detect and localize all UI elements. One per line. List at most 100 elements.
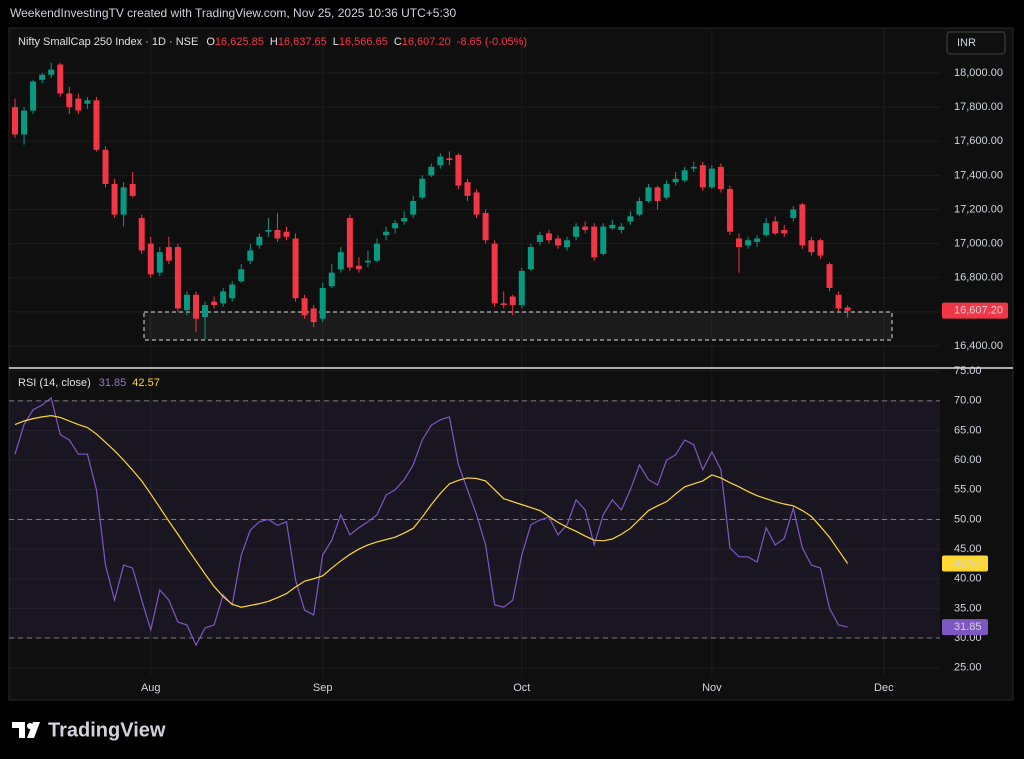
candle-body xyxy=(93,100,100,150)
candle-body xyxy=(428,166,435,176)
candle-body xyxy=(536,235,543,242)
candle-body xyxy=(21,110,28,135)
candle-body xyxy=(527,247,534,270)
x-tick-label: Sep xyxy=(313,682,333,694)
candle-body xyxy=(509,296,516,306)
candle-body xyxy=(799,204,806,246)
candle-body xyxy=(147,243,154,275)
candle-body xyxy=(39,74,46,80)
y-tick-label: 50.00 xyxy=(954,513,982,525)
currency[interactable]: INR xyxy=(957,37,976,49)
candle-body xyxy=(717,166,724,190)
candle-body xyxy=(555,238,561,246)
candle-body xyxy=(301,298,308,316)
ohlc-value: 16,625.85 xyxy=(215,36,264,48)
candle-body xyxy=(138,218,145,251)
candle-body xyxy=(265,229,272,232)
ohlc-value: 16,607.20 xyxy=(402,36,451,48)
rsi-line xyxy=(14,396,848,647)
candle-body xyxy=(337,252,344,270)
candle-body xyxy=(392,223,399,229)
y-tick-label: 17,600.00 xyxy=(954,135,1003,147)
candle-body xyxy=(120,187,127,215)
candle-body xyxy=(690,166,697,169)
candle-body xyxy=(211,301,218,306)
candle-body xyxy=(283,231,290,237)
candle-body xyxy=(708,168,715,188)
candle-body xyxy=(482,212,489,241)
candle-body xyxy=(618,226,625,230)
y-tick-label: 17,400.00 xyxy=(954,169,1003,181)
ohlc-key: O xyxy=(206,36,215,48)
y-tick-label: 45.00 xyxy=(954,543,982,555)
candle-body xyxy=(627,216,634,222)
candle-body xyxy=(75,98,82,111)
drawing-rectangle[interactable] xyxy=(143,311,893,341)
candle-body xyxy=(681,170,688,181)
candle-body xyxy=(726,189,733,232)
candle-body xyxy=(256,236,263,246)
candle-body xyxy=(500,303,507,306)
candle-body xyxy=(247,250,254,261)
candle-body xyxy=(672,178,679,183)
candle-body xyxy=(763,223,770,236)
candle-body xyxy=(111,183,118,215)
candle-body xyxy=(491,243,498,304)
candle-body xyxy=(165,247,172,261)
candle-body xyxy=(844,307,851,311)
candle-body xyxy=(30,81,37,111)
change: -8.65 (-0.05%) xyxy=(457,36,527,48)
y-tick-label: 16,400.00 xyxy=(954,340,1003,352)
ohlc-key: H xyxy=(270,36,278,48)
candle-body xyxy=(591,226,598,258)
candle-body xyxy=(310,308,317,323)
candle-body xyxy=(582,226,589,230)
logo: TradingView xyxy=(12,719,166,741)
candle-body xyxy=(545,233,552,241)
brand: TradingView xyxy=(48,719,166,741)
ohlc-key: L xyxy=(333,36,339,48)
x-tick-label: Aug xyxy=(141,682,161,694)
candle-body xyxy=(102,149,109,184)
candle-body xyxy=(564,240,571,248)
y-tick-label: 40.00 xyxy=(954,573,982,585)
rsi-value: 31.85 xyxy=(99,377,127,389)
candle-body xyxy=(446,158,453,161)
last-value-label: 42.57 xyxy=(954,557,982,569)
candle-body xyxy=(129,183,136,196)
y-tick-label: 17,000.00 xyxy=(954,238,1003,250)
candle-body xyxy=(745,240,752,246)
candle-body xyxy=(437,156,444,166)
candle-body xyxy=(645,187,652,201)
candle-body xyxy=(410,200,417,215)
candle-body xyxy=(383,231,390,236)
candle-body xyxy=(374,243,380,261)
rsi-ma-value: 42.57 xyxy=(132,377,160,389)
candle-body xyxy=(699,165,706,188)
candle-body xyxy=(772,221,779,234)
candle-body xyxy=(600,226,607,254)
ohlc-value: 16,566.65 xyxy=(339,36,388,48)
candle-body xyxy=(609,224,616,229)
candle-body xyxy=(826,264,833,288)
y-tick-label: 70.00 xyxy=(954,395,982,407)
candle-body xyxy=(419,178,426,198)
currency-box[interactable] xyxy=(946,31,1006,55)
ohlc-value: 16,637.65 xyxy=(278,36,327,48)
candle-body xyxy=(174,247,181,309)
y-tick-label: 17,800.00 xyxy=(954,101,1003,113)
candle-body xyxy=(364,260,371,263)
x-tick-label: Oct xyxy=(513,682,530,694)
y-tick-label: 35.00 xyxy=(954,602,982,614)
logo-dot xyxy=(27,723,33,729)
candle-body xyxy=(346,218,353,268)
ohlc: O16,625.85 H16,637.65 L16,566.65 C16,607.20 xyxy=(206,36,450,48)
candle-body xyxy=(193,294,199,319)
candle-body xyxy=(292,238,299,299)
candle-body xyxy=(736,238,742,248)
last-value-box xyxy=(942,619,988,636)
y-tick-label: 17,200.00 xyxy=(954,203,1003,215)
symbol: Nifty SmallCap 250 Index · 1D · NSE xyxy=(18,36,198,48)
